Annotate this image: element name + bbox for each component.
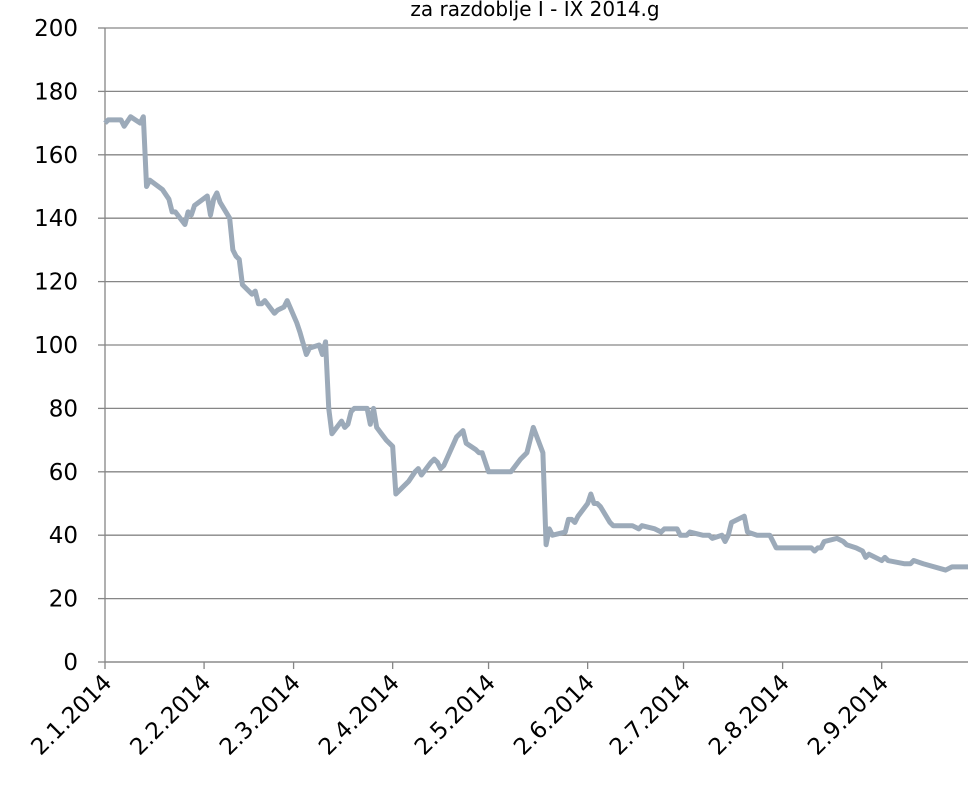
x-tick-label: 2.7.2014 — [605, 670, 696, 761]
y-tick-label: 80 — [49, 396, 78, 422]
y-tick-label: 180 — [34, 79, 78, 105]
y-tick-label: 20 — [49, 587, 78, 613]
y-tick-label: 160 — [34, 143, 78, 169]
x-tick-label: 2.8.2014 — [704, 670, 795, 761]
plot-area — [103, 114, 968, 573]
y-tick-label: 140 — [34, 206, 78, 232]
y-tick-label: 200 — [34, 16, 78, 42]
y-tick-label: 120 — [34, 270, 78, 296]
x-tick-label: 2.6.2014 — [509, 670, 600, 761]
x-tick-label: 2.2.2014 — [126, 670, 217, 761]
x-tick-label: 2.1.2014 — [26, 670, 117, 761]
chart-title: za razdoblje I - IX 2014.g — [410, 0, 659, 21]
x-tick-label: 2.4.2014 — [314, 670, 405, 761]
x-tick-label: 2.9.2014 — [803, 670, 894, 761]
x-tick-label: 2.3.2014 — [215, 670, 306, 761]
data-line — [103, 114, 968, 573]
x-tick-label: 2.5.2014 — [410, 670, 501, 761]
y-tick-label: 0 — [63, 650, 78, 676]
y-tick-label: 60 — [49, 460, 78, 486]
y-tick-label: 40 — [49, 523, 78, 549]
y-tick-label: 100 — [34, 333, 78, 359]
